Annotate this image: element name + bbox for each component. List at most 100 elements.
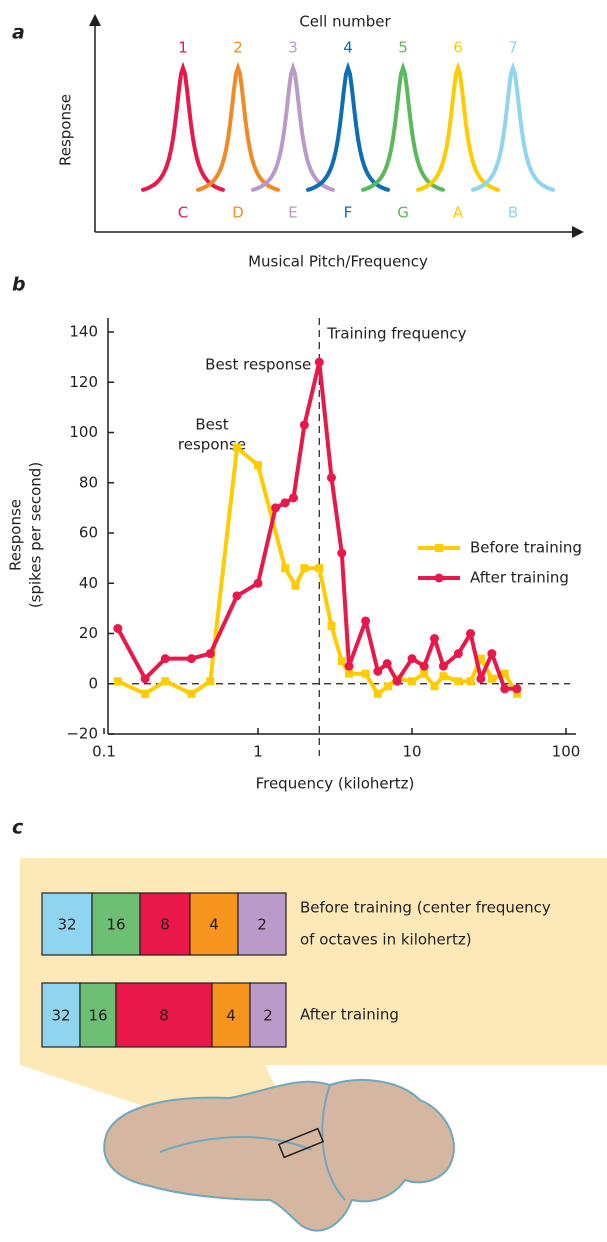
point: [161, 654, 170, 663]
point: [300, 420, 309, 429]
octave-label: 16: [88, 1007, 107, 1025]
x-tick-label: 0.1: [92, 743, 116, 761]
row-label: of octaves in kilohertz): [300, 931, 472, 949]
y-tick-label: 80: [79, 473, 98, 491]
point: [408, 654, 417, 663]
note-label: C: [178, 204, 188, 222]
point: [373, 667, 382, 676]
point: [454, 677, 462, 685]
panel-letter: c: [12, 817, 24, 839]
note-label: B: [508, 204, 518, 222]
point: [420, 670, 428, 678]
y-tick-label: 140: [69, 323, 98, 341]
point: [281, 498, 290, 507]
annotation: Best response: [205, 356, 311, 374]
point: [476, 674, 485, 683]
point: [362, 670, 370, 678]
x-axis-label: Frequency (kilohertz): [256, 775, 415, 793]
point: [254, 579, 263, 588]
y-tick-label: 0: [88, 674, 98, 692]
legend-marker: [435, 574, 444, 583]
point: [291, 582, 299, 590]
octave-label: 4: [226, 1007, 236, 1025]
point: [393, 677, 402, 686]
point: [161, 677, 169, 685]
point: [232, 591, 241, 600]
y-tick-label: −20: [66, 725, 98, 743]
point: [327, 473, 336, 482]
octave-label: 16: [106, 916, 125, 934]
page: { "panel_a": { "label": "a", "title": "C…: [0, 0, 607, 1242]
y-axis-label: (spikes per second): [27, 462, 45, 608]
brain: [104, 1080, 454, 1231]
point: [337, 549, 346, 558]
y-axis-label: Response: [57, 94, 75, 166]
cell-number: 5: [398, 39, 408, 57]
panel-title: Cell number: [299, 13, 391, 31]
point: [315, 358, 324, 367]
point: [254, 461, 262, 469]
point: [300, 564, 308, 572]
octave-label: 8: [159, 1007, 169, 1025]
note-label: E: [288, 204, 297, 222]
point: [345, 662, 354, 671]
point: [271, 503, 280, 512]
point: [420, 662, 429, 671]
point: [439, 672, 447, 680]
octave-label: 4: [209, 916, 219, 934]
tuning-curve: [253, 68, 333, 190]
cell-number: 7: [508, 39, 518, 57]
annotation: Best: [195, 416, 228, 434]
note-label: G: [397, 204, 409, 222]
point: [188, 690, 196, 698]
tuning-curve: [143, 68, 223, 190]
point: [206, 649, 215, 658]
point: [408, 677, 416, 685]
point: [233, 444, 241, 452]
y-tick-label: 40: [79, 574, 98, 592]
x-tick-label: 10: [402, 743, 421, 761]
y-tick-label: 100: [69, 423, 98, 441]
legend-marker: [435, 544, 443, 552]
point: [114, 677, 122, 685]
y-tick-label: 20: [79, 624, 98, 642]
x-tick-label: 100: [552, 743, 581, 761]
y-axis-label: Response: [7, 499, 25, 571]
octave-label: 2: [263, 1007, 273, 1025]
point: [439, 662, 448, 671]
legend-label: After training: [470, 569, 569, 587]
x-tick-label: 1: [253, 743, 263, 761]
tuning-curve: [198, 68, 278, 190]
note-label: F: [344, 204, 353, 222]
point: [454, 649, 463, 658]
y-tick-label: 120: [69, 373, 98, 391]
cell-number: 3: [288, 39, 298, 57]
point: [281, 564, 289, 572]
tuning-curve: [473, 68, 553, 190]
octave-label: 2: [257, 916, 267, 934]
cell-number: 2: [233, 39, 243, 57]
figure: a Cell number Response Musical Pitch/Fre…: [0, 0, 607, 1242]
point: [431, 682, 439, 690]
point: [500, 684, 509, 693]
octave-label: 32: [57, 916, 76, 934]
point: [141, 674, 150, 683]
point: [512, 684, 521, 693]
row-label: After training: [300, 1006, 399, 1024]
cell-number: 6: [453, 39, 463, 57]
panel-letter: a: [12, 22, 25, 44]
note-label: D: [232, 204, 244, 222]
point: [327, 622, 335, 630]
row-label: Before training (center frequency: [300, 899, 551, 917]
point: [338, 657, 346, 665]
legend-label: Before training: [470, 539, 582, 557]
panel-letter: b: [12, 274, 26, 296]
tuning-curve: [363, 68, 443, 190]
octave-label: 8: [160, 916, 170, 934]
point: [315, 564, 323, 572]
series-line: [118, 362, 517, 689]
point: [466, 629, 475, 638]
point: [361, 616, 370, 625]
